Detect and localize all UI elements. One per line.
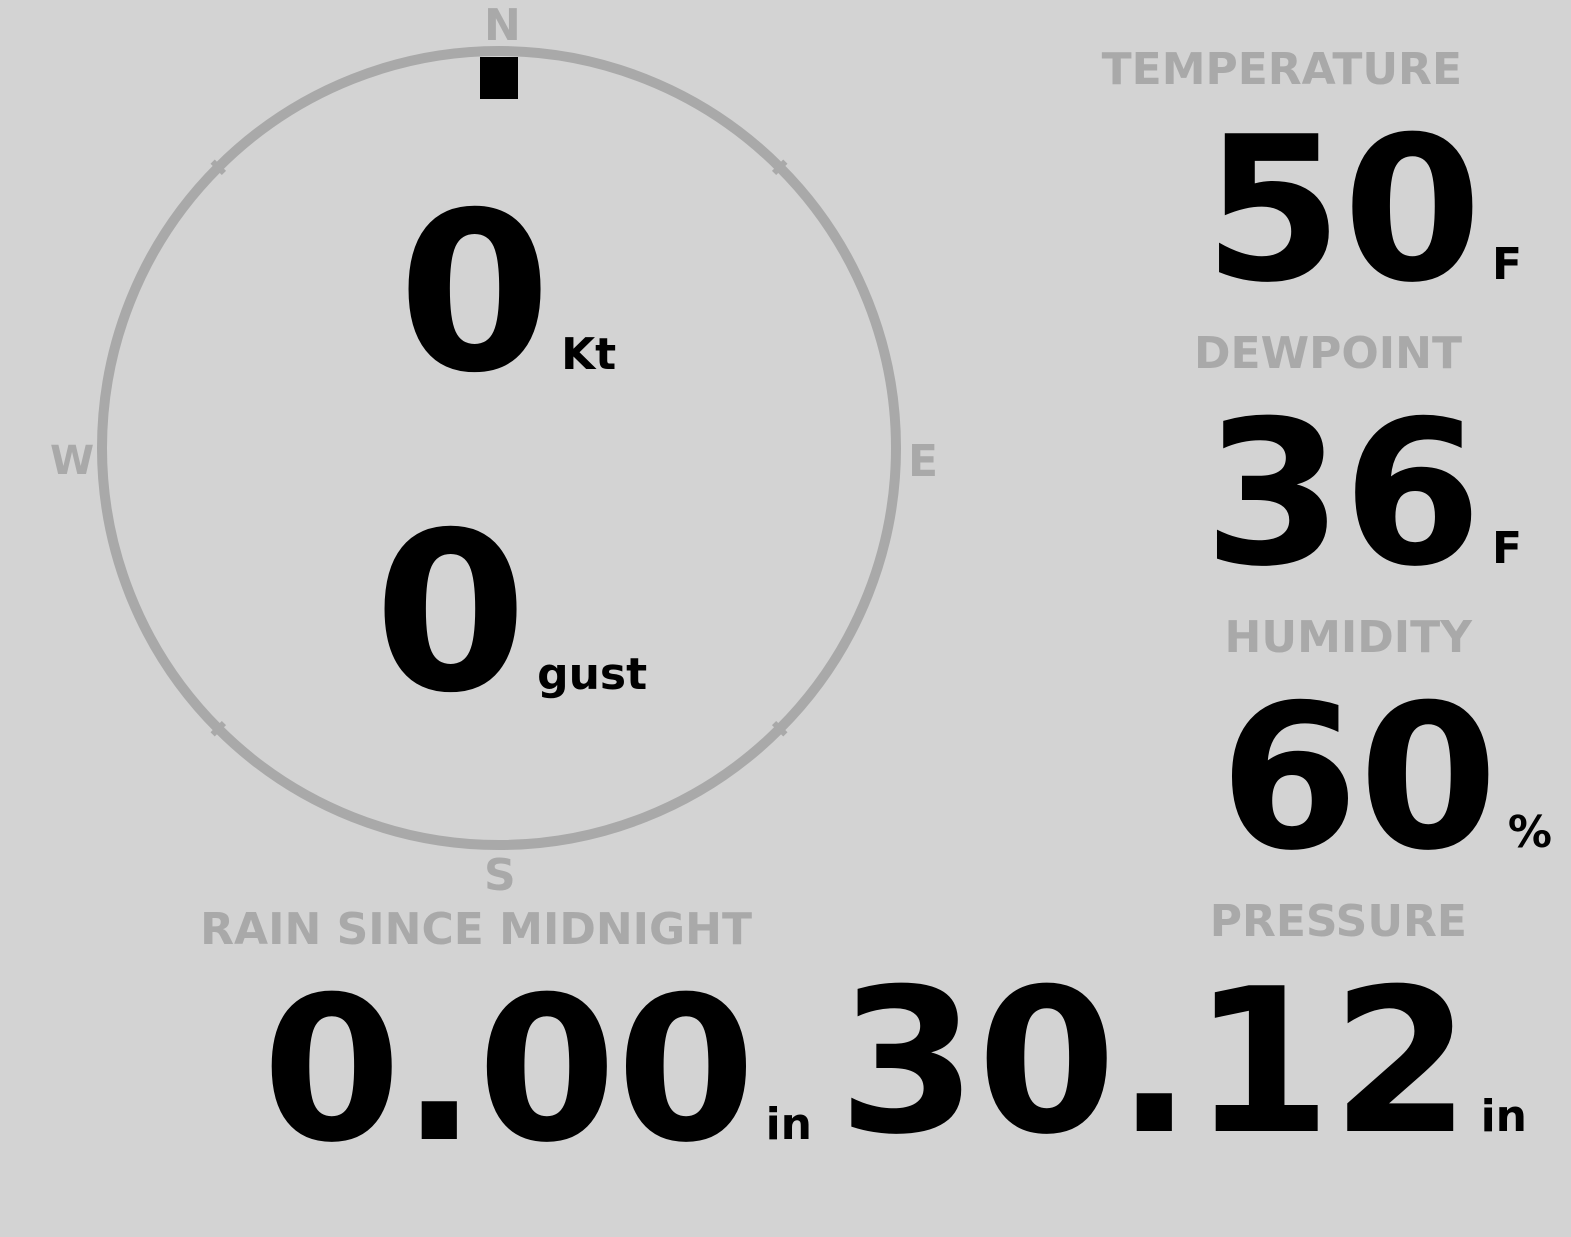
pressure-label: PRESSURE (1209, 896, 1467, 947)
wind-direction-indicator (480, 57, 518, 99)
compass-north-label: N (484, 0, 521, 51)
temperature-card: TEMPERATURE 50 F (1102, 44, 1522, 327)
rain-unit: in (765, 1099, 812, 1151)
dewpoint-label: DEWPOINT (1194, 328, 1462, 379)
temperature-value: 50 (1203, 94, 1482, 328)
compass-south-label: S (484, 850, 516, 901)
wind-speed-unit: Kt (561, 329, 617, 380)
humidity-unit: % (1507, 807, 1552, 859)
rain-value: 0.00 (262, 954, 756, 1188)
compass-tick (210, 720, 227, 737)
dewpoint-unit: F (1491, 523, 1522, 575)
pressure-card: PRESSURE 30.12 in (838, 896, 1527, 1179)
humidity-value: 60 (1219, 662, 1498, 896)
compass-tick (771, 159, 788, 176)
wind-gust-value: 0 (374, 485, 528, 741)
dewpoint-value: 36 (1203, 378, 1482, 612)
temperature-label: TEMPERATURE (1101, 44, 1462, 95)
dewpoint-card: DEWPOINT 36 F (1194, 328, 1522, 611)
wind-speed-value: 0 (398, 165, 552, 421)
rain-label: RAIN SINCE MIDNIGHT (200, 904, 752, 955)
wind-gust: 0 gust (374, 485, 648, 741)
rain-card: RAIN SINCE MIDNIGHT 0.00 in (200, 904, 812, 1187)
compass-ticks (210, 159, 788, 737)
compass-west-label: W (50, 438, 95, 484)
compass-east-label: E (908, 436, 939, 487)
pressure-value: 30.12 (837, 946, 1471, 1180)
compass-tick (771, 720, 788, 737)
humidity-card: HUMIDITY 60 % (1220, 612, 1552, 895)
compass-tick (210, 159, 227, 176)
wind-gust-unit: gust (537, 649, 648, 700)
temperature-unit: F (1491, 239, 1522, 291)
humidity-label: HUMIDITY (1224, 612, 1472, 663)
compass-ring (97, 46, 901, 850)
wind-compass (97, 46, 901, 850)
pressure-unit: in (1480, 1091, 1527, 1143)
wind-speed: 0 Kt (398, 165, 617, 421)
